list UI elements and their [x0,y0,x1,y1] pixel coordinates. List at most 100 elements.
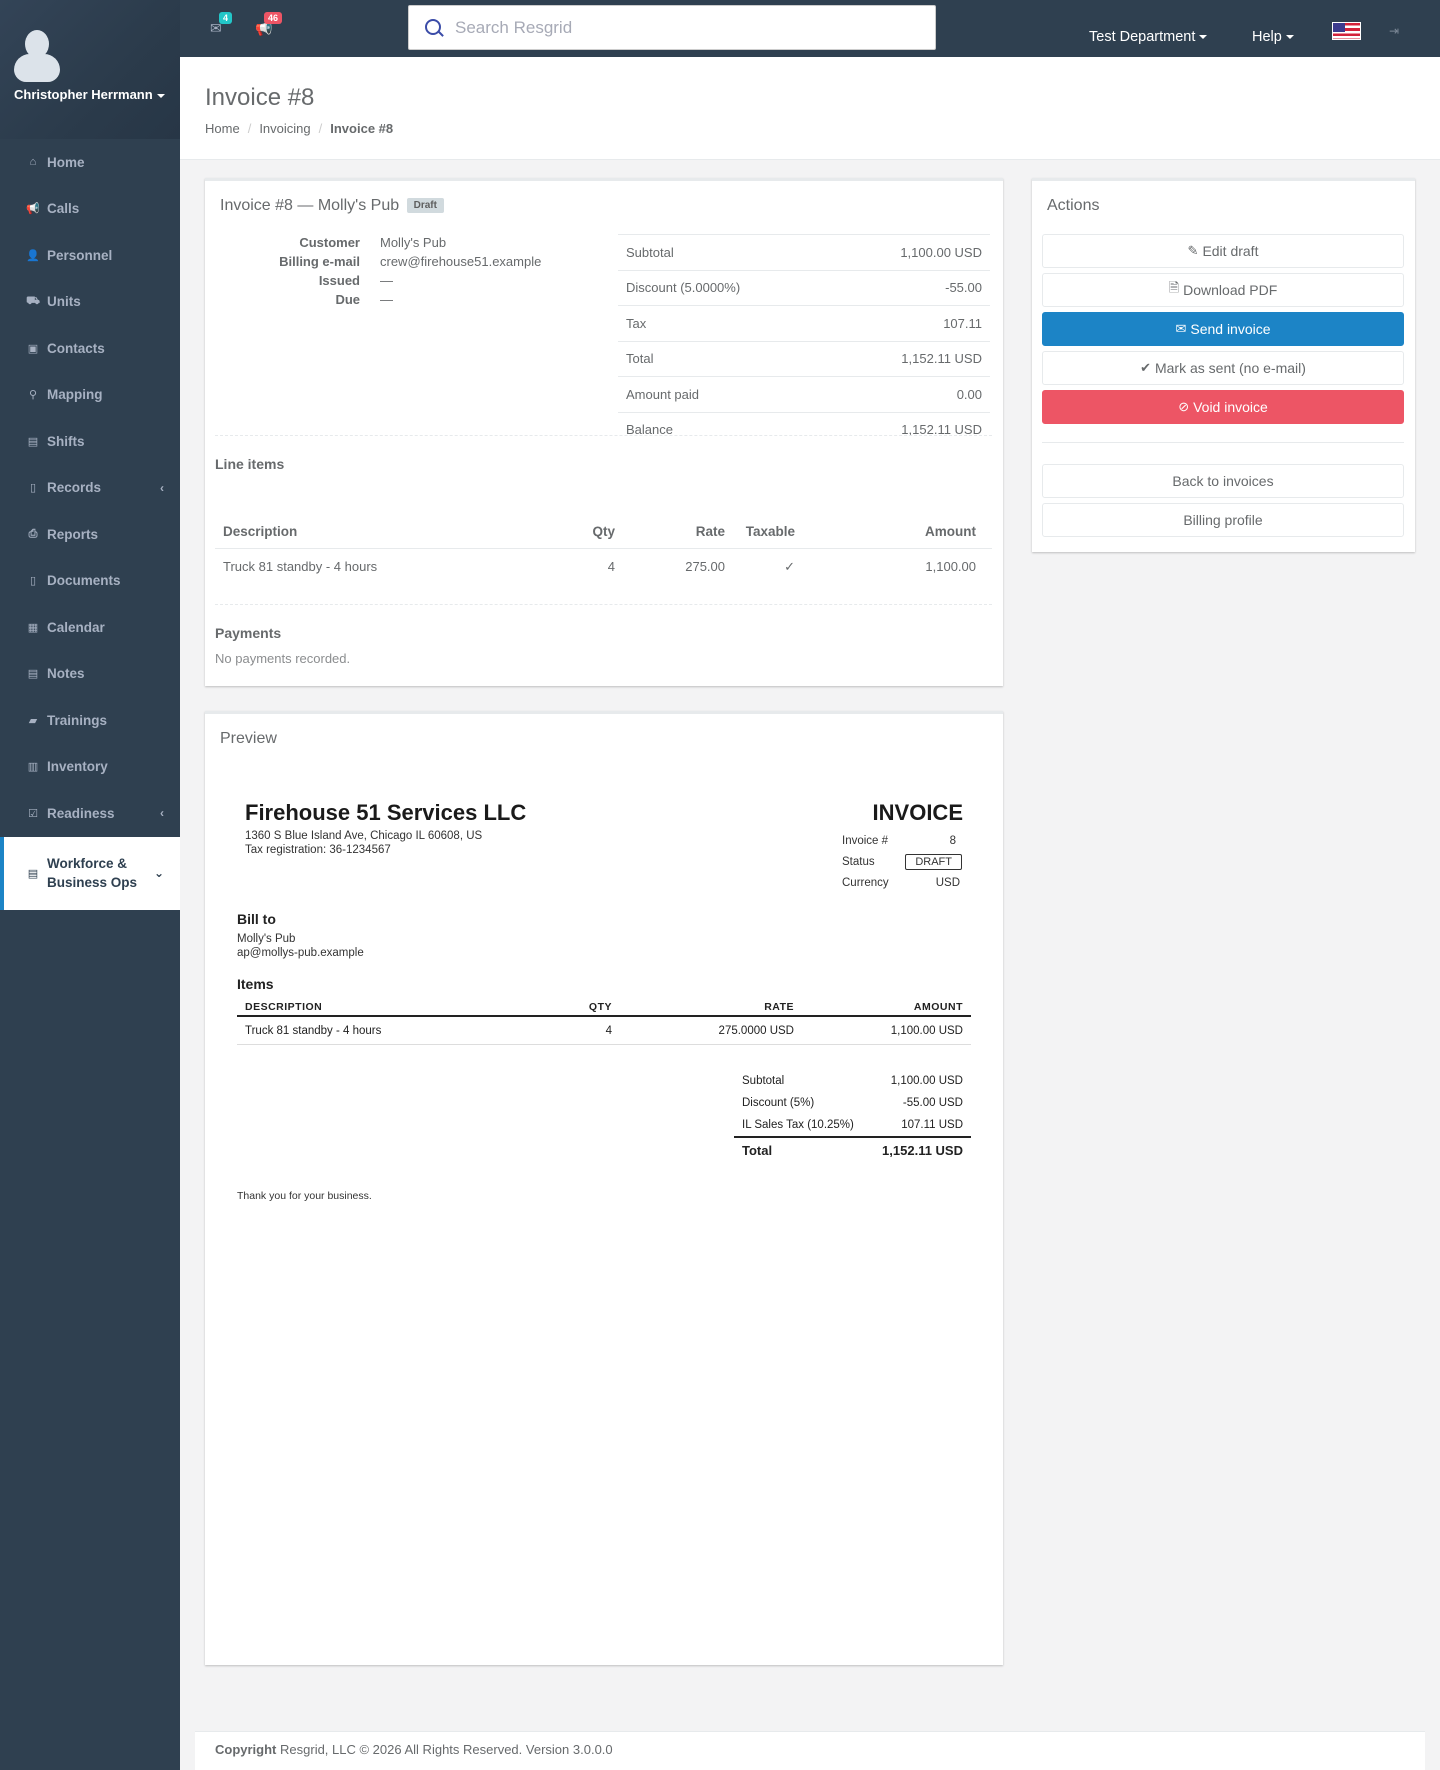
totals-value: 1,152.11 USD [901,351,982,367]
sidebar-item-documents[interactable]: ▯ Documents [0,558,180,605]
user-name: Christopher Herrmann [14,87,153,102]
edit-draft-button[interactable]: ✎ Edit draft [1042,234,1404,268]
status-badge: Draft [406,198,444,213]
sidebar-item-personnel[interactable]: 👤 Personnel [0,232,180,279]
company-address: 1360 S Blue Island Ave, Chicago IL 60608… [245,830,483,842]
meta-value: — [380,292,393,307]
subtotal-value: 1,100.00 USD [890,1075,963,1087]
preview-items-table: DESCRIPTION QTY RATE AMOUNT Truck 81 sta… [237,998,971,1045]
totals-value: 0.00 [956,386,982,402]
breadcrumb-invoicing[interactable]: Invoicing [259,121,311,136]
sidebar-item-workforce-business-ops[interactable]: ▤ Workforce & Business Ops ⌄ [0,836,180,910]
sidebar-item-inventory[interactable]: ▥ Inventory [0,744,180,791]
thank-you-note: Thank you for your business. [237,1190,372,1202]
user-menu-toggle[interactable]: Christopher Herrmann [14,87,165,102]
help-label: Help [1252,29,1282,45]
document-icon: ▯ [29,575,37,588]
meta-label: Billing e-mail [279,254,360,269]
billing-profile-button[interactable]: Billing profile [1042,503,1404,537]
col-qty: Qty [592,524,615,539]
sidebar-item-mapping[interactable]: ⚲ Mapping [0,372,180,419]
meta-row: Issued — [235,273,541,292]
sidebar-item-calendar[interactable]: ▦ Calendar [0,604,180,651]
send-invoice-button[interactable]: ✉ Send invoice [1042,312,1404,346]
totals-label: Balance [626,422,673,438]
totals-row: Tax 107.11 [618,305,990,341]
totals-value: -55.00 [945,280,982,296]
button-label: Edit draft [1202,243,1259,259]
breadcrumb-home[interactable]: Home [205,121,240,136]
envelope-icon: ✉ [1175,321,1187,336]
chevron-down-icon: ⌄ [153,866,164,880]
sign-out-icon[interactable]: ⇥ [1389,24,1400,38]
sidebar-item-trainings[interactable]: ▰ Trainings [0,697,180,744]
button-label: Download PDF [1183,282,1278,298]
meta-label: Customer [299,235,360,250]
barcode-icon: ▥ [27,761,39,774]
calls-button[interactable]: 📢 46 [255,12,283,37]
us-flag-icon[interactable] [1332,22,1361,40]
item-taxable-check-icon: ✓ [784,558,795,574]
sidebar-item-units[interactable]: ⛟ Units [0,279,180,326]
sidebar-item-label: Inventory [47,759,108,775]
discount-label: Discount (5%) [742,1097,815,1109]
messages-button[interactable]: ✉ 4 [210,12,233,37]
envelope-icon: ✉ [210,20,222,36]
back-to-invoices-button[interactable]: Back to invoices [1042,464,1404,498]
void-invoice-button[interactable]: ⊘ Void invoice [1042,390,1404,424]
section-divider [215,435,992,436]
bullhorn-icon: 📢 [26,203,40,216]
sidebar-item-contacts[interactable]: ▣ Contacts [0,325,180,372]
department-menu[interactable]: Test Department [1089,29,1208,45]
sidebar-item-calls[interactable]: 📢 Calls [0,186,180,233]
chevron-left-icon: ‹ [160,806,164,821]
download-pdf-button[interactable]: 🗎 Download PDF [1042,273,1404,307]
department-label: Test Department [1089,29,1196,45]
sidebar-item-readiness[interactable]: ☑ Readiness ‹ [0,790,180,837]
preview-items-header: DESCRIPTION QTY RATE AMOUNT [237,998,971,1017]
totals-row: Balance 1,152.11 USD [618,411,990,448]
line-items-header: Description Qty Rate Taxable Amount [215,515,992,549]
help-menu[interactable]: Help [1252,29,1294,45]
footer: Copyright Resgrid, LLC © 2026 All Rights… [195,1731,1425,1770]
tax-value: 107.11 USD [901,1119,963,1131]
totals-row: Amount paid 0.00 [618,376,990,412]
caret-down-icon [1285,35,1294,40]
section-divider [215,604,992,605]
actions-divider [1042,442,1404,443]
sidebar-item-notes[interactable]: ▤ Notes [0,651,180,698]
item-rate: 275.0000 USD [718,1024,794,1037]
meta-label: Due [335,292,360,307]
sidebar-item-shifts[interactable]: ▤ Shifts [0,418,180,465]
calls-badge: 46 [264,12,283,24]
status-label: Status [842,856,875,868]
sidebar-item-reports[interactable]: ⎙ Reports [0,511,180,558]
grand-total-value: 1,152.11 USD [882,1142,963,1158]
meta-row: Customer Molly's Pub [235,235,541,254]
totals-label: Discount (5.0000%) [626,280,741,296]
meta-value: crew@firehouse51.example [380,254,542,269]
briefcase-icon: ▤ [27,867,39,880]
sidebar-item-label: Contacts [47,340,105,356]
button-label: Back to invoices [1172,473,1274,489]
item-qty: 4 [607,559,615,574]
invoice-title-text: Invoice #8 — Molly's Pub [220,197,400,214]
bill-to-email: ap@mollys-pub.example [237,947,364,959]
sidebar-item-records[interactable]: ▯ Records ‹ [0,465,180,512]
meta-value: Molly's Pub [380,235,447,250]
home-icon: ⌂ [29,156,37,169]
sidebar-item-label: Units [47,294,81,310]
line-items-table: Description Qty Rate Taxable Amount Truc… [215,515,992,584]
search-input[interactable] [455,6,925,49]
col-qty: QTY [588,1000,612,1013]
mark-as-sent-button[interactable]: ✔ Mark as sent (no e-mail) [1042,351,1404,385]
avatar[interactable] [14,30,60,82]
button-label: Send invoice [1190,321,1271,337]
meta-value: — [380,273,393,288]
item-rate: 275.00 [685,559,725,574]
pencil-icon: ✎ [1187,243,1199,258]
subtotal-label: Subtotal [742,1075,785,1087]
version-text: Version 3.0.0.0 [525,1742,613,1757]
file-icon: ▯ [29,482,37,495]
sidebar-item-home[interactable]: ⌂ Home [0,139,180,186]
